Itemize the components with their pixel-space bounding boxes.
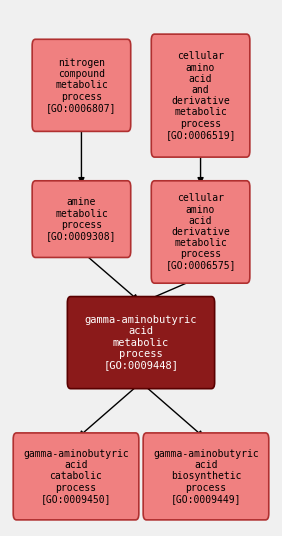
FancyBboxPatch shape (13, 433, 139, 520)
Text: gamma-aminobutyric
acid
biosynthetic
process
[GO:0009449]: gamma-aminobutyric acid biosynthetic pro… (153, 449, 259, 504)
FancyBboxPatch shape (151, 34, 250, 157)
FancyBboxPatch shape (151, 181, 250, 283)
Text: cellular
amino
acid
derivative
metabolic
process
[GO:0006575]: cellular amino acid derivative metabolic… (165, 193, 236, 271)
Text: gamma-aminobutyric
acid
catabolic
process
[GO:0009450]: gamma-aminobutyric acid catabolic proces… (23, 449, 129, 504)
Text: cellular
amino
acid
and
derivative
metabolic
process
[GO:0006519]: cellular amino acid and derivative metab… (165, 51, 236, 140)
FancyBboxPatch shape (32, 39, 131, 131)
FancyBboxPatch shape (143, 433, 269, 520)
Text: nitrogen
compound
metabolic
process
[GO:0006807]: nitrogen compound metabolic process [GO:… (46, 58, 117, 113)
Text: amine
metabolic
process
[GO:0009308]: amine metabolic process [GO:0009308] (46, 197, 117, 241)
Text: gamma-aminobutyric
acid
metabolic
process
[GO:0009448]: gamma-aminobutyric acid metabolic proces… (85, 315, 197, 370)
FancyBboxPatch shape (67, 296, 215, 389)
FancyBboxPatch shape (32, 181, 131, 257)
